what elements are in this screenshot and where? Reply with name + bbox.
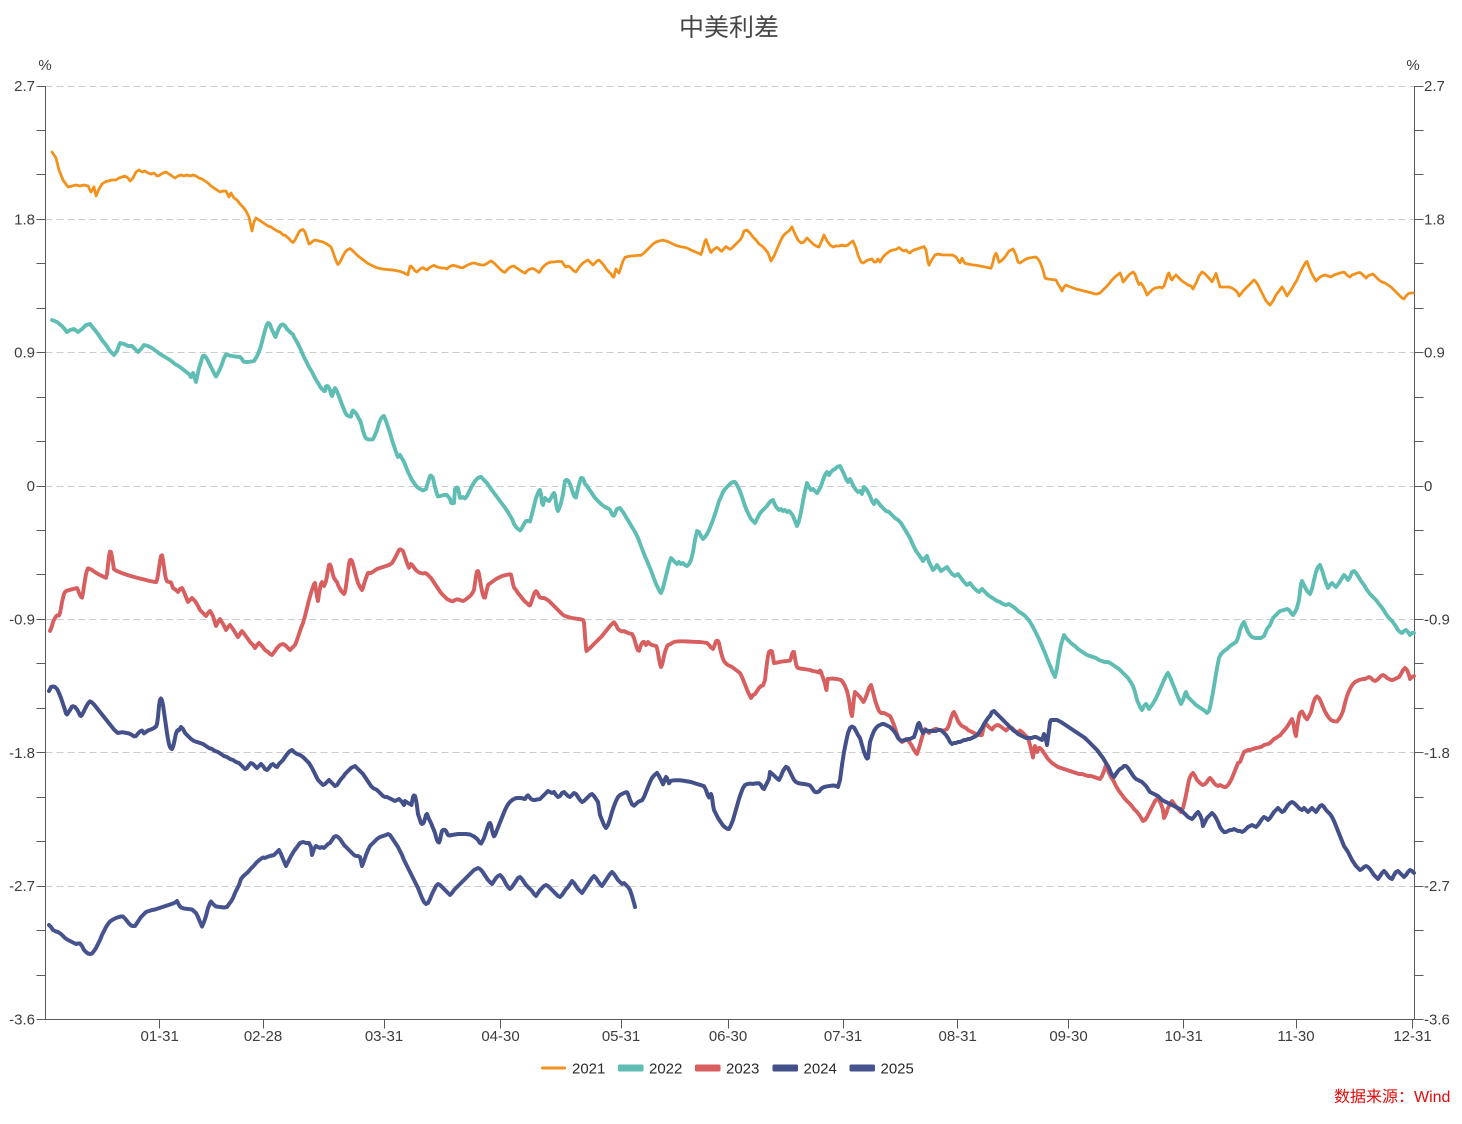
svg-text:-2.7: -2.7	[1424, 878, 1450, 895]
svg-text:04-30: 04-30	[481, 1028, 519, 1045]
svg-text:2.7: 2.7	[14, 78, 35, 95]
svg-text:11-30: 11-30	[1277, 1028, 1314, 1045]
svg-text:Wind: Wind	[1414, 1089, 1450, 1106]
svg-text:2024: 2024	[804, 1061, 837, 1078]
svg-text:-0.9: -0.9	[1424, 611, 1450, 628]
svg-text:10-31: 10-31	[1165, 1028, 1203, 1045]
svg-text:2022: 2022	[649, 1061, 682, 1078]
svg-text:1.8: 1.8	[14, 211, 35, 228]
svg-text:0.9: 0.9	[1424, 345, 1445, 362]
svg-text:03-31: 03-31	[365, 1028, 403, 1045]
svg-text:07-31: 07-31	[824, 1028, 862, 1045]
svg-text:2.7: 2.7	[1424, 78, 1445, 95]
svg-text:0: 0	[27, 478, 35, 495]
svg-text:08-31: 08-31	[939, 1028, 977, 1045]
svg-text:2023: 2023	[726, 1061, 759, 1078]
svg-text:-3.6: -3.6	[9, 1012, 35, 1029]
svg-text:02-28: 02-28	[244, 1028, 282, 1045]
svg-text:-3.6: -3.6	[1424, 1012, 1450, 1029]
svg-text:-2.7: -2.7	[9, 878, 35, 895]
svg-text:1.8: 1.8	[1424, 211, 1445, 228]
svg-text:12-31: 12-31	[1393, 1028, 1431, 1045]
svg-text:01-31: 01-31	[141, 1028, 179, 1045]
svg-text:0: 0	[1424, 478, 1432, 495]
svg-text:-0.9: -0.9	[9, 611, 35, 628]
svg-text:2025: 2025	[881, 1061, 914, 1078]
svg-text:-1.8: -1.8	[1424, 745, 1450, 762]
svg-text:%: %	[1406, 57, 1419, 74]
svg-text:2021: 2021	[572, 1061, 605, 1078]
svg-text:06-30: 06-30	[709, 1028, 747, 1045]
svg-text:0.9: 0.9	[14, 345, 35, 362]
svg-text:09-30: 09-30	[1049, 1028, 1087, 1045]
svg-text:-1.8: -1.8	[9, 745, 35, 762]
svg-text:05-31: 05-31	[602, 1028, 640, 1045]
svg-text:%: %	[38, 57, 51, 74]
